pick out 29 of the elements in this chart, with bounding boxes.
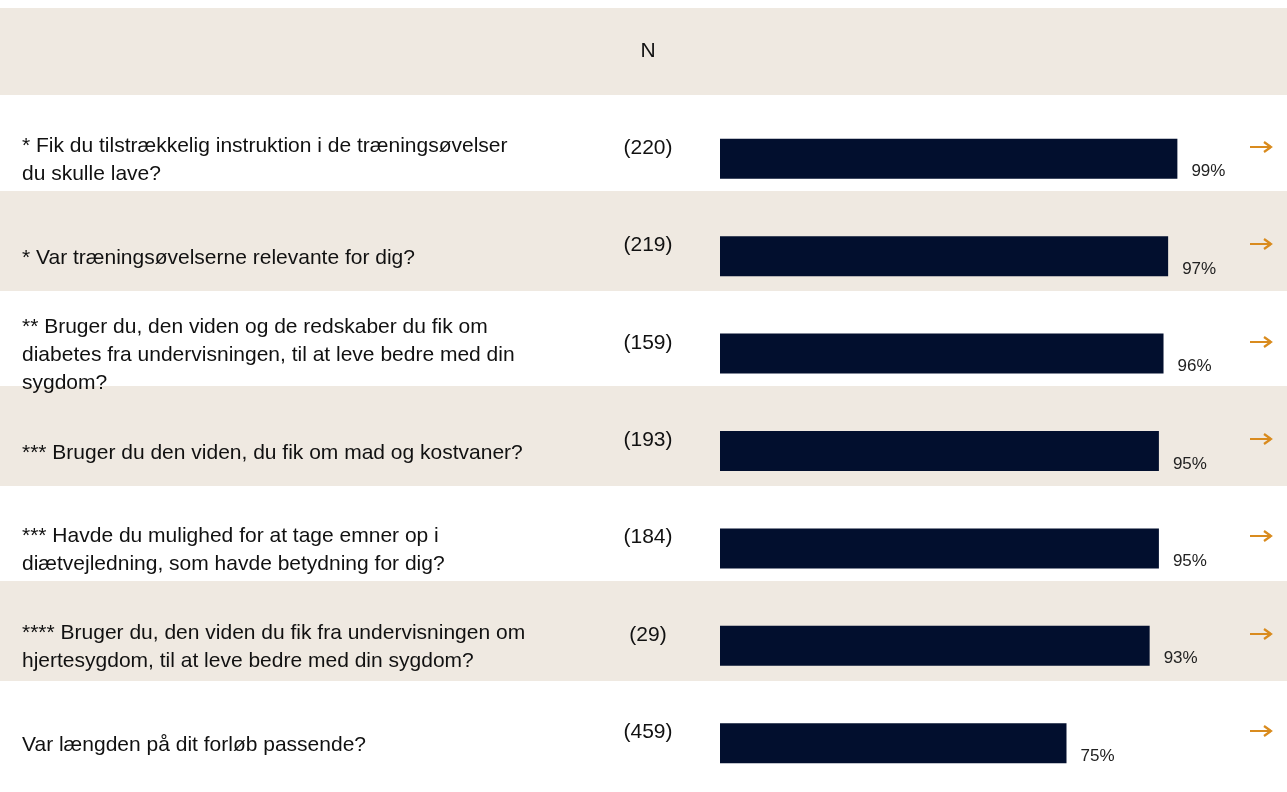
text: (193) [623, 427, 673, 451]
text: (184) [623, 524, 673, 549]
text: (459) [623, 719, 673, 744]
y-tick-label: *** Havde du mulighed for at tage emner op i diætvejledning, som havde betydning for dig? [22, 522, 445, 574]
data-label: 75% [1080, 745, 1115, 765]
text: N [640, 38, 656, 62]
data-label: 97% [1182, 258, 1217, 278]
text: (29) [629, 621, 667, 646]
data-label: 96% [1177, 356, 1212, 376]
y-tick-label: Var længden på dit forløb passende? [22, 731, 366, 755]
bar [720, 625, 1150, 666]
y-tick-label: **** Bruger du, den viden du fik fra undervisningen om hjertesygdom, til at leve bedre med din sygdom? [22, 620, 531, 672]
bar [720, 431, 1159, 471]
y-tick-label: *** Bruger du den viden, du fik om mad og kostvaner? [22, 439, 523, 463]
data-label: 95% [1172, 453, 1207, 473]
data-label: 93% [1163, 648, 1198, 668]
y-tick-label: ** Bruger du, den viden og de redskaber du fik om diabetes fra undervisningen, til at leve bedre med din sygdom? [22, 314, 521, 394]
bar [720, 333, 1164, 374]
bar [720, 528, 1159, 569]
bar [720, 138, 1178, 179]
text: (159) [623, 329, 673, 354]
data-label: 99% [1191, 161, 1226, 181]
data-label: 95% [1172, 550, 1207, 570]
bar [720, 723, 1067, 764]
text: (219) [623, 232, 673, 257]
text: (220) [623, 134, 673, 159]
y-tick-label: * Var træningsøvelserne relevante for dig? [22, 244, 415, 268]
bar [720, 236, 1169, 277]
y-tick-label: * Fik du tilstrækkelig instruktion i de træningsøvelser du skulle lave? [22, 133, 514, 185]
